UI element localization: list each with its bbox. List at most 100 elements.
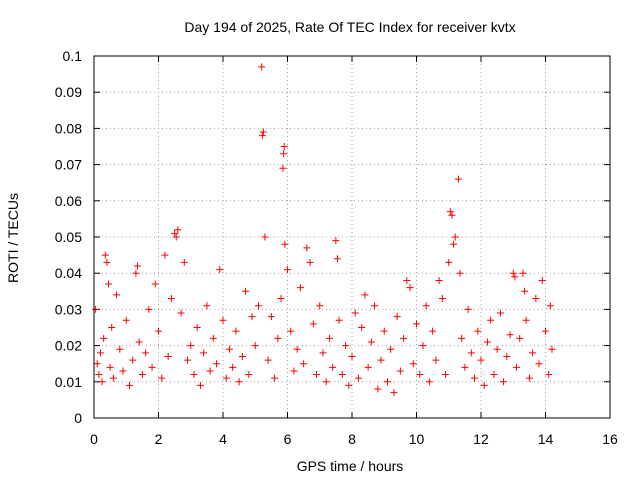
data-point: [419, 342, 427, 350]
data-point: [193, 324, 201, 331]
data-point: [335, 316, 343, 324]
data-point: [196, 381, 204, 389]
data-point: [174, 226, 182, 234]
data-point: [203, 302, 211, 310]
data-point: [474, 327, 482, 335]
y-tick-label: 0.06: [55, 193, 82, 209]
data-point: [548, 345, 556, 353]
grid: [94, 56, 610, 418]
data-point: [487, 316, 495, 324]
data-point: [477, 356, 485, 364]
data-point: [374, 385, 382, 393]
data-point: [390, 389, 398, 397]
data-point: [103, 258, 111, 266]
x-axis-label: GPS time / hours: [297, 458, 404, 474]
data-point: [445, 258, 453, 266]
data-point: [313, 371, 321, 379]
data-point: [281, 240, 289, 248]
data-point: [222, 374, 230, 382]
data-point: [267, 313, 275, 321]
data-point: [213, 360, 221, 368]
data-point: [316, 302, 324, 310]
data-point: [471, 374, 479, 382]
data-point: [464, 305, 472, 313]
data-point: [403, 276, 411, 284]
y-tick-label: 0.05: [55, 229, 82, 245]
data-point: [329, 363, 337, 371]
data-point: [108, 324, 116, 331]
data-point: [219, 316, 227, 324]
data-point: [480, 381, 488, 389]
data-point: [274, 334, 282, 342]
data-point: [432, 356, 440, 364]
data-point: [158, 374, 166, 382]
data-point: [290, 367, 298, 375]
data-point: [546, 302, 554, 310]
data-point: [135, 338, 143, 346]
x-tick-label: 0: [90, 431, 98, 447]
data-point: [456, 269, 464, 277]
data-point: [142, 349, 150, 357]
data-point: [332, 237, 340, 245]
data-point: [296, 284, 304, 292]
data-point: [258, 132, 266, 140]
data-point: [235, 378, 243, 386]
data-point: [206, 367, 214, 375]
data-point: [248, 313, 256, 321]
data-point: [451, 233, 459, 241]
y-tick-label: 0.07: [55, 157, 82, 173]
data-point: [450, 240, 458, 248]
data-point: [387, 345, 395, 353]
data-point: [200, 349, 208, 357]
data-point: [506, 331, 514, 339]
y-tick-label: 0.04: [55, 265, 82, 281]
y-tick-label: 0: [74, 410, 82, 426]
data-point: [525, 374, 533, 382]
x-tick-label: 12: [473, 431, 489, 447]
data-point: [309, 320, 317, 328]
data-point: [271, 374, 279, 382]
data-point: [529, 349, 537, 357]
data-point: [287, 327, 295, 335]
data-point: [322, 378, 330, 386]
data-point: [100, 334, 108, 342]
x-tick-label: 8: [348, 431, 356, 447]
y-tick-label: 0.02: [55, 338, 82, 354]
data-point: [254, 302, 262, 310]
x-tick-label: 2: [155, 431, 163, 447]
x-tick-label: 4: [219, 431, 227, 447]
data-point: [177, 309, 185, 317]
data-point: [280, 150, 288, 158]
data-point: [95, 371, 103, 379]
data-point: [454, 175, 462, 183]
data-point: [119, 367, 127, 375]
y-tick-label: 0.08: [55, 120, 82, 136]
data-point: [172, 233, 180, 241]
data-point: [145, 305, 153, 313]
data-point: [187, 342, 195, 350]
data-point: [467, 349, 475, 357]
data-point: [532, 295, 540, 303]
data-point: [93, 360, 101, 368]
data-point: [493, 345, 501, 353]
data-point: [535, 360, 543, 368]
data-point: [361, 291, 369, 299]
data-point: [259, 128, 267, 136]
data-point: [122, 316, 130, 324]
data-point: [106, 363, 114, 371]
data-point: [148, 363, 156, 371]
data-point: [519, 269, 527, 277]
x-tick-label: 6: [284, 431, 292, 447]
data-point: [383, 378, 391, 386]
data-point: [367, 338, 375, 346]
data-point: [225, 345, 233, 353]
data-point: [442, 371, 450, 379]
data-point: [409, 360, 417, 368]
data-point: [280, 143, 288, 150]
data-point: [129, 356, 137, 364]
data-point: [542, 327, 549, 335]
data-point: [132, 269, 140, 277]
data-point: [511, 273, 519, 281]
data-point: [125, 381, 133, 389]
data-point: [429, 327, 437, 335]
